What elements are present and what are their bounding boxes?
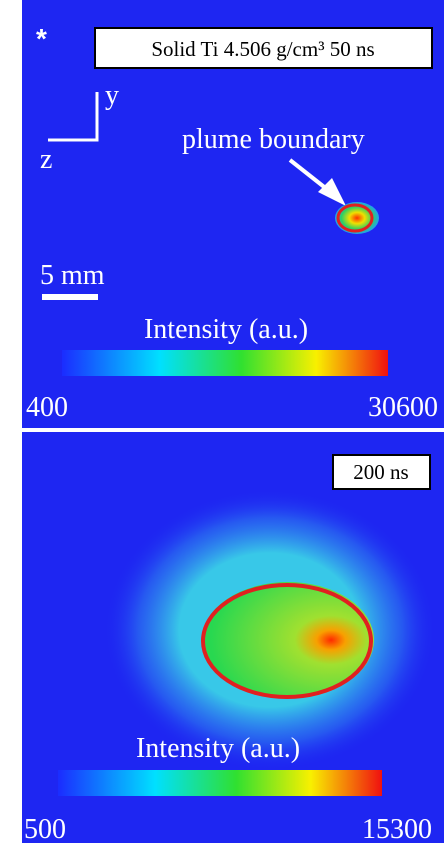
- axis-label: z: [40, 144, 52, 175]
- colorbar-min: 400: [26, 392, 68, 423]
- colorbar: [62, 350, 388, 376]
- colorbar-max: 15300: [362, 814, 432, 843]
- panel-label: 200 ns: [353, 460, 408, 484]
- panel-label: Solid Ti 4.506 g/cm³ 50 ns: [151, 37, 374, 61]
- colorbar: [58, 770, 382, 796]
- colorbar-max: 30600: [368, 392, 438, 423]
- colorbar-label: Intensity (a.u.): [144, 314, 308, 345]
- scale-bar-label: 5 mm: [40, 260, 105, 291]
- scale-bar: [42, 294, 98, 300]
- colorbar-label: Intensity (a.u.): [136, 733, 300, 764]
- figure: * Solid Ti 4.506 g/cm³ 50 ns y z plume b…: [0, 0, 444, 843]
- axis-label: y: [105, 80, 119, 111]
- colorbar-min: 500: [24, 814, 66, 843]
- annotation: plume boundary: [182, 124, 365, 155]
- marker: *: [36, 23, 47, 54]
